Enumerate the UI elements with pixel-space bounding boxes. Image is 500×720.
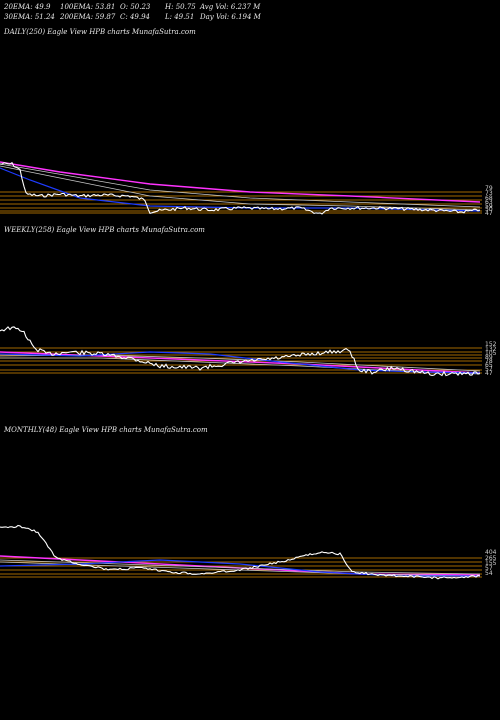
price-tick-label: 47 bbox=[485, 370, 493, 377]
price-tick-label: 89 bbox=[485, 354, 493, 361]
price-tick-label: 68 bbox=[485, 195, 493, 202]
price-tick-label: 50 bbox=[485, 206, 493, 213]
moving-average-line bbox=[0, 167, 481, 212]
ema30-value: 30EMA: 51.24 bbox=[4, 13, 55, 21]
monthly-chart-title: MONTHLY(48) Eagle View HPB charts Munafa… bbox=[4, 426, 208, 434]
weekly-chart-title: WEEKLY(258) Eagle View HPB charts Munafa… bbox=[4, 226, 205, 234]
close-value: C: 49.94 bbox=[120, 13, 150, 21]
price-tick-label: 265 bbox=[485, 555, 497, 562]
price-tick-label: 47 bbox=[485, 210, 493, 217]
open-value: O: 50.23 bbox=[120, 3, 151, 11]
price-tick-label: 132 bbox=[485, 346, 497, 353]
price-tick-label: 65 bbox=[485, 362, 493, 369]
price-tick-label: 79 bbox=[485, 185, 493, 192]
day-vol-value: Day Vol: 6.194 M bbox=[200, 13, 261, 21]
moving-average-line bbox=[0, 555, 481, 576]
moving-average-line bbox=[0, 163, 481, 208]
low-value: L: 49.51 bbox=[165, 13, 195, 21]
ema20-value: 20EMA: 49.9 bbox=[4, 3, 51, 11]
price-tick-label: 73 bbox=[485, 190, 493, 197]
price-tick-label: 152 bbox=[485, 341, 497, 348]
price-tick-label: 59 bbox=[485, 203, 493, 210]
price-tick-label: 78 bbox=[485, 358, 493, 365]
price-tick-label: 63 bbox=[485, 199, 493, 206]
moving-average-line bbox=[0, 165, 481, 211]
price-tick-label: 54 bbox=[485, 570, 493, 577]
price-line bbox=[0, 161, 481, 215]
ema100-value: 100EMA: 53.81 bbox=[60, 3, 116, 11]
daily-chart-title: DAILY(250) Eagle View HPB charts MunafaS… bbox=[4, 28, 196, 36]
price-tick-label: 105 bbox=[485, 350, 497, 357]
price-tick-label: 57 bbox=[485, 366, 493, 373]
price-tick-label: 155 bbox=[485, 560, 497, 567]
high-value: H: 50.75 bbox=[165, 3, 196, 11]
ema200-value: 200EMA: 59.87 bbox=[60, 13, 116, 21]
price-tick-label: 57 bbox=[485, 565, 493, 572]
moving-average-line bbox=[0, 161, 481, 203]
price-tick-label: 404 bbox=[485, 549, 497, 556]
avg-vol-value: Avg Vol: 6.237 M bbox=[200, 3, 261, 11]
price-line bbox=[0, 326, 481, 377]
price-line bbox=[0, 524, 481, 580]
moving-average-line bbox=[0, 559, 481, 575]
